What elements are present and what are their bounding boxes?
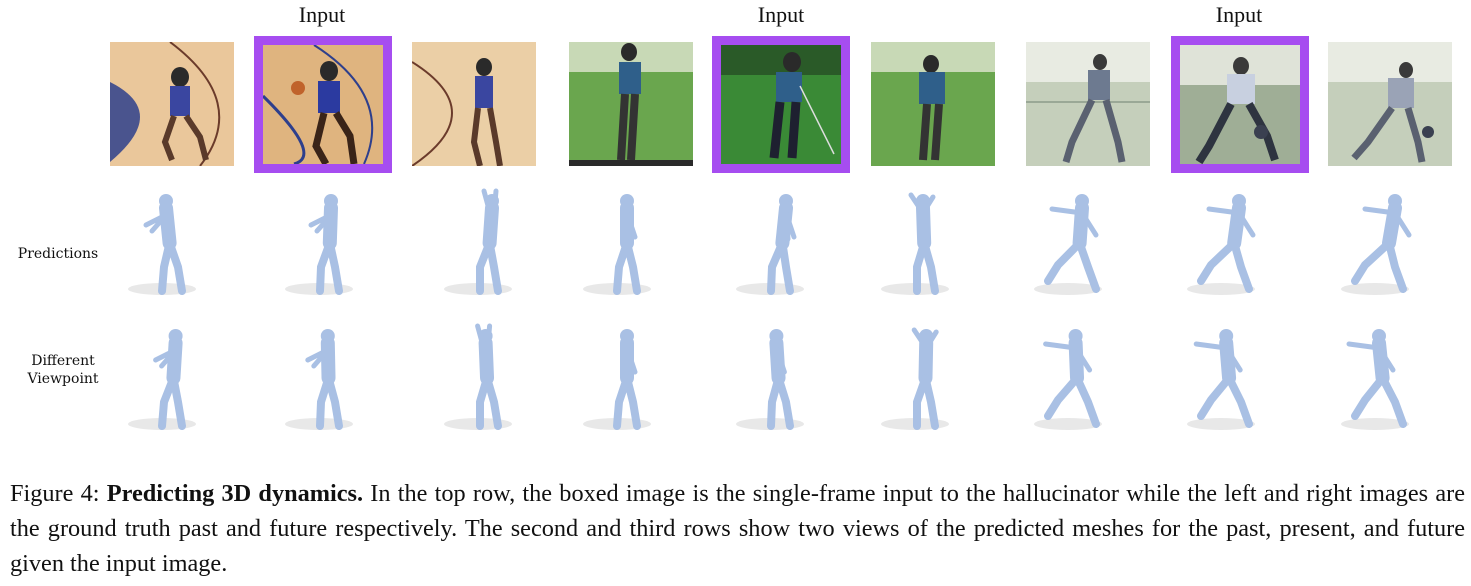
basketball-input-frame: [254, 36, 392, 173]
prediction-mesh-4: [583, 194, 651, 295]
prediction-mesh-6: [881, 192, 949, 295]
viewpoint-row-label-line1: Different: [31, 353, 95, 369]
caption-body: In the top row, the boxed image is the s…: [10, 480, 1465, 577]
prediction-mesh-7: [1034, 194, 1102, 295]
bowling-past-frame: [1026, 42, 1150, 166]
viewpoint-row-label: Different Viewpoint: [8, 352, 118, 388]
basketball-future-frame: [412, 42, 536, 166]
viewpoint-mesh-9: [1341, 329, 1409, 430]
figure-caption: Figure 4: Predicting 3D dynamics. In the…: [10, 476, 1465, 581]
viewpoint-row-label-line2: Viewpoint: [27, 371, 99, 387]
prediction-mesh-8: [1187, 194, 1256, 295]
viewpoint-mesh-1: [128, 329, 196, 430]
caption-prefix: Figure 4:: [10, 480, 100, 507]
viewpoint-mesh-4: [583, 329, 651, 430]
bowling-input-image: [1180, 45, 1300, 165]
bowling-past-image: [1026, 42, 1150, 164]
predictions-row: [0, 185, 1471, 310]
prediction-mesh-1: [128, 194, 196, 295]
basketball-input-image: [261, 44, 374, 166]
viewpoint-mesh-3: [444, 323, 512, 430]
golf-input-frame: [712, 36, 850, 173]
golf-past-image: [569, 42, 693, 166]
bowling-input-frame: [1171, 36, 1309, 173]
viewpoint-mesh-7: [1034, 329, 1102, 430]
prediction-mesh-2: [285, 194, 353, 295]
caption-title: Predicting 3D dynamics.: [106, 480, 364, 507]
bowling-future-frame: [1328, 42, 1452, 166]
golf-future-image: [871, 42, 995, 161]
predictions-row-label: Predictions: [17, 246, 99, 262]
viewpoint-mesh-2: [285, 329, 353, 430]
viewpoint-mesh-5: [736, 329, 804, 430]
basketball-past-frame: [110, 42, 234, 166]
basketball-future-image: [412, 58, 503, 166]
golf-past-frame: [569, 42, 693, 166]
viewpoint-mesh-6: [881, 327, 949, 430]
golf-input-image: [721, 45, 841, 159]
basketball-past-image: [110, 42, 221, 166]
viewpoint-row: [0, 320, 1471, 445]
prediction-mesh-5: [736, 194, 804, 295]
golf-future-frame: [871, 42, 995, 166]
prediction-mesh-9: [1341, 194, 1412, 295]
viewpoint-mesh-8: [1187, 329, 1255, 430]
input-label-1: Input: [298, 2, 346, 27]
input-label-3: Input: [1215, 2, 1263, 27]
bowling-future-image: [1328, 42, 1452, 163]
prediction-mesh-3: [444, 188, 512, 295]
input-label-2: Input: [757, 2, 805, 27]
